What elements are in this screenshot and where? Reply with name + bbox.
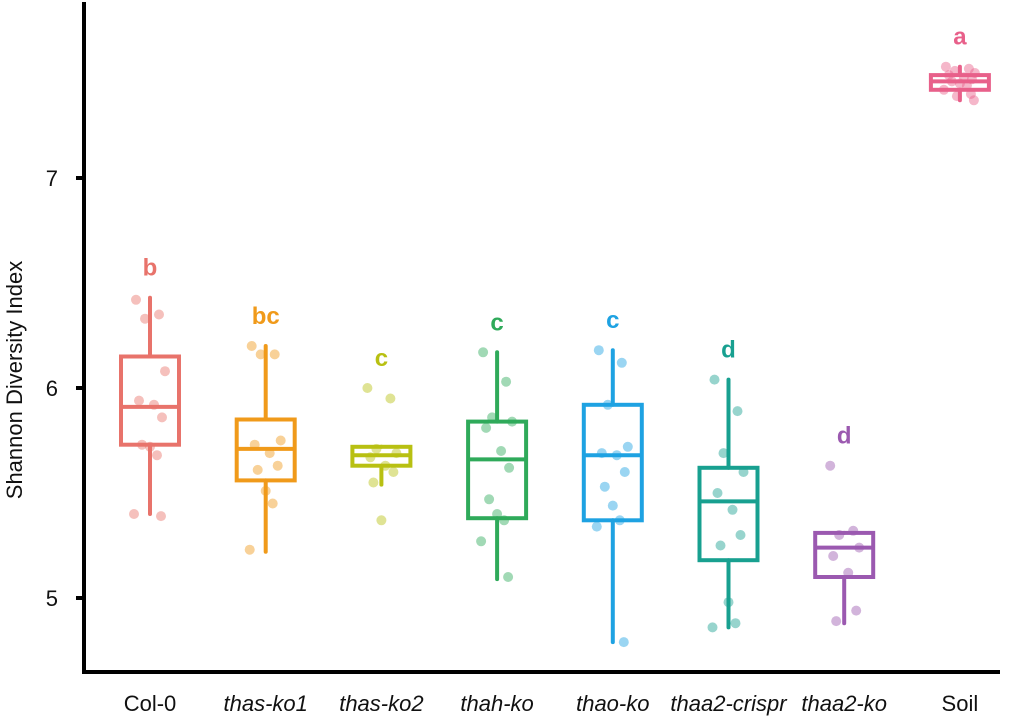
data-point — [712, 488, 723, 498]
box — [466, 419, 529, 521]
data-point — [385, 393, 396, 404]
x-tick-label: thaa2-crispr — [670, 691, 788, 716]
box — [581, 402, 644, 523]
box-group: b — [119, 255, 181, 522]
data-point — [481, 422, 492, 433]
data-point — [154, 309, 164, 320]
data-point — [732, 406, 743, 417]
data-point — [503, 572, 514, 582]
data-point — [496, 446, 507, 456]
data-point — [501, 376, 512, 387]
data-point — [618, 637, 629, 648]
data-point — [851, 605, 862, 616]
data-point — [478, 347, 489, 358]
data-point — [831, 616, 842, 627]
box — [697, 465, 760, 563]
x-tick-label: thas-ko2 — [339, 691, 423, 716]
box-group: c — [350, 345, 413, 526]
data-point — [129, 509, 139, 519]
x-tick-label: thao-ko — [576, 691, 649, 716]
y-tick-label: 6 — [46, 376, 58, 401]
data-point — [707, 622, 718, 633]
data-point — [255, 349, 266, 360]
significance-letter: bc — [252, 303, 280, 330]
data-point — [599, 481, 610, 492]
significance-letter: d — [721, 337, 736, 364]
data-point — [388, 467, 399, 477]
data-point — [246, 341, 257, 351]
data-point — [825, 460, 836, 471]
data-point — [727, 504, 738, 515]
data-point — [504, 462, 515, 473]
x-tick-label: thas-ko1 — [224, 691, 308, 716]
data-point — [715, 540, 726, 551]
data-point — [131, 294, 141, 305]
data-point — [269, 349, 280, 360]
y-ticks: 5 6 7 — [46, 166, 84, 611]
data-point — [275, 435, 286, 446]
data-point — [362, 383, 373, 393]
data-point — [140, 313, 150, 324]
data-point — [622, 441, 633, 452]
x-tick-label: Col-0 — [124, 691, 177, 716]
significance-letter: a — [953, 24, 967, 51]
x-tick-label: thah-ko — [460, 691, 533, 716]
data-point — [134, 395, 144, 406]
box — [119, 354, 181, 447]
box-group: c — [581, 307, 644, 648]
data-point — [593, 345, 604, 356]
data-point — [160, 366, 170, 377]
data-point — [616, 357, 627, 368]
box-group: d — [813, 423, 876, 627]
significance-letter: d — [837, 423, 852, 450]
data-point — [730, 618, 741, 629]
data-point — [484, 494, 495, 505]
box — [813, 530, 876, 580]
x-tick-label: Soil — [942, 691, 979, 716]
data-point — [718, 448, 729, 459]
data-point — [157, 412, 167, 423]
box-group: a — [928, 24, 991, 106]
data-point — [619, 467, 630, 477]
category-labels: Col-0 thas-ko1 thas-ko2 thah-ko thao-ko thaa2… — [124, 691, 979, 716]
data-point — [152, 450, 162, 461]
y-tick-label: 5 — [46, 586, 58, 611]
axes — [82, 2, 1000, 674]
box-group: c — [466, 309, 529, 582]
data-point — [272, 460, 283, 471]
y-tick-label: 7 — [46, 166, 58, 191]
data-point — [244, 544, 255, 555]
significance-letter: c — [606, 307, 619, 334]
x-tick-label: thaa2-ko — [801, 691, 887, 716]
data-point — [252, 464, 263, 475]
data-point — [267, 498, 278, 509]
significance-letter: b — [143, 255, 158, 282]
data-point — [963, 63, 974, 74]
y-axis-title: Shannon Diversity Index — [2, 261, 27, 499]
data-point — [607, 500, 618, 511]
significance-letter: c — [375, 345, 388, 372]
data-point — [476, 536, 487, 547]
data-point — [376, 515, 387, 526]
data-point — [968, 95, 979, 106]
data-point — [940, 61, 951, 72]
data-point — [828, 551, 839, 561]
box-group: bc — [234, 303, 297, 555]
box-group: d — [697, 337, 760, 633]
box-groups: b bc c c c d d a — [119, 24, 991, 648]
data-point — [735, 530, 746, 540]
data-point — [156, 511, 166, 522]
data-point — [591, 521, 602, 532]
data-point — [709, 374, 720, 385]
data-point — [368, 477, 379, 488]
significance-letter: c — [490, 309, 503, 336]
